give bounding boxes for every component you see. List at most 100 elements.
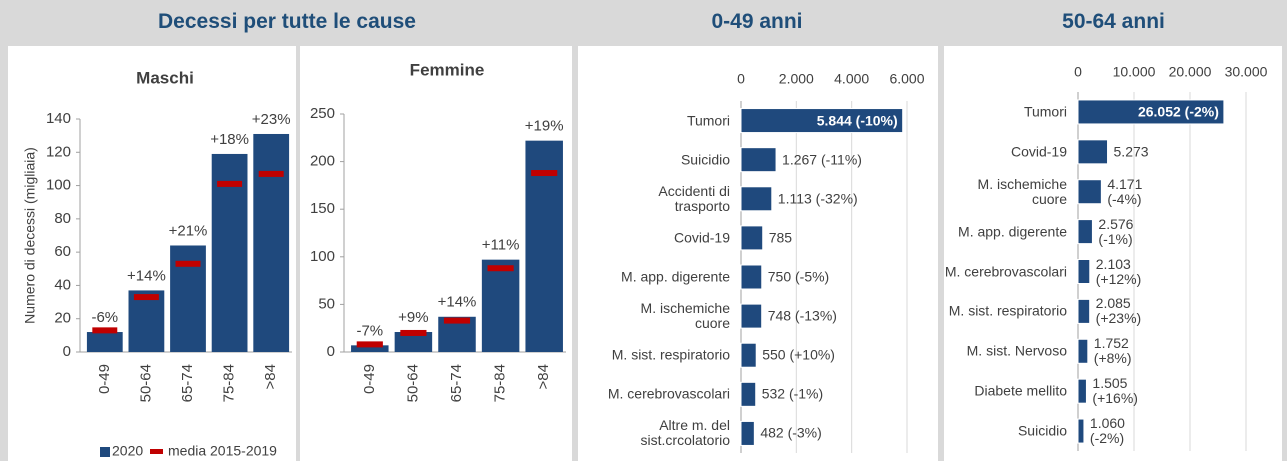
bar-annotation: +14% bbox=[127, 267, 166, 284]
x-tick-label: 65-74 bbox=[179, 364, 196, 402]
bar bbox=[253, 133, 290, 352]
y-tick-label: M. app. digerente bbox=[958, 223, 1067, 240]
x-tick-label: 0 bbox=[737, 71, 745, 87]
legend-label: media 2015-2019 bbox=[168, 443, 277, 459]
y-tick-label: M. cerebrovascolari bbox=[607, 385, 730, 402]
x-tick-label: 30.000 bbox=[1225, 64, 1268, 80]
bar bbox=[740, 264, 763, 290]
bar bbox=[1077, 219, 1093, 245]
bar-annotation: +9% bbox=[398, 309, 428, 326]
bar bbox=[740, 108, 904, 134]
panel bbox=[8, 46, 296, 461]
data-label: 26.052 (-2%) bbox=[1137, 103, 1219, 120]
y-tick-label: 40 bbox=[54, 276, 71, 293]
bar bbox=[1077, 418, 1085, 444]
bar bbox=[740, 303, 763, 329]
average-marker bbox=[175, 260, 201, 267]
data-label: 2.085 (+23%) bbox=[1095, 295, 1142, 327]
y-tick-label: M. ischemiche cuore bbox=[977, 175, 1067, 207]
bar bbox=[1077, 338, 1089, 364]
x-tick-label: 50-64 bbox=[404, 364, 421, 402]
bar bbox=[740, 381, 757, 407]
y-tick-label: Covid-19 bbox=[1010, 143, 1067, 160]
bar bbox=[1077, 378, 1087, 404]
y-tick-label: M. sist. respiratorio bbox=[948, 302, 1067, 319]
data-label: 1.267 (-11%) bbox=[782, 151, 862, 168]
bar bbox=[1077, 179, 1102, 205]
y-tick-label: 100 bbox=[310, 248, 335, 265]
y-tick-label: 20 bbox=[54, 310, 71, 327]
x-tick-label: 65-74 bbox=[448, 364, 465, 402]
y-tick-label: 0 bbox=[63, 343, 71, 360]
y-tick-label: Accidenti di trasporto bbox=[658, 182, 730, 214]
average-marker bbox=[356, 341, 383, 348]
y-tick-label: Diabete mellito bbox=[974, 382, 1067, 399]
bar-annotation: -7% bbox=[356, 322, 383, 339]
y-tick-label: 100 bbox=[46, 177, 71, 194]
bar-annotation: +11% bbox=[482, 237, 520, 254]
data-label: 4.171 (-4%) bbox=[1107, 175, 1143, 207]
x-tick-label: 50-64 bbox=[137, 364, 154, 402]
bar bbox=[128, 290, 165, 352]
data-label: 748 (-13%) bbox=[767, 307, 837, 324]
x-tick-label: >84 bbox=[535, 364, 552, 389]
y-tick-label: Suicidio bbox=[680, 151, 730, 168]
y-tick-label: Tumori bbox=[686, 112, 730, 129]
y-tick-label: M. cerebrovascolari bbox=[944, 263, 1067, 279]
average-marker bbox=[531, 170, 558, 177]
bar bbox=[86, 332, 123, 352]
x-tick-label: 10.000 bbox=[1113, 64, 1156, 80]
y-tick-label: 80 bbox=[54, 210, 71, 227]
y-tick-label: 150 bbox=[310, 200, 335, 217]
bar-annotation: +19% bbox=[525, 118, 564, 135]
data-label: 1.060 (-2%) bbox=[1089, 415, 1125, 447]
y-tick-label: M. sist. respiratorio bbox=[611, 346, 730, 363]
y-tick-label: Suicidio bbox=[1017, 422, 1067, 439]
x-tick-label: 0-49 bbox=[361, 364, 378, 394]
average-marker bbox=[258, 170, 284, 177]
bar bbox=[740, 342, 757, 368]
y-tick-label: Altre m. del sist.crcolatorio bbox=[640, 417, 730, 449]
header-title: 0-49 anni bbox=[711, 10, 803, 33]
x-tick-label: 6.000 bbox=[889, 71, 924, 87]
legend-swatch bbox=[150, 449, 163, 454]
legend-label: 2020 bbox=[112, 443, 143, 459]
bar-annotation: -6% bbox=[91, 309, 118, 326]
bar-annotation: +18% bbox=[210, 131, 249, 148]
x-tick-label: 2.000 bbox=[779, 71, 814, 87]
bar bbox=[740, 186, 773, 212]
x-tick-label: 75-84 bbox=[221, 364, 238, 402]
bar bbox=[1077, 298, 1091, 324]
y-axis-label: Numero di decessi (migliaia) bbox=[22, 147, 38, 324]
x-tick-label: 0 bbox=[1074, 64, 1082, 80]
x-tick-label: 20.000 bbox=[1169, 64, 1212, 80]
legend-swatch bbox=[100, 447, 110, 457]
data-label: 785 bbox=[768, 229, 793, 246]
average-marker bbox=[487, 265, 514, 272]
x-tick-label: 0-49 bbox=[96, 364, 113, 394]
x-tick-label: 75-84 bbox=[492, 364, 509, 402]
chart-title: Femmine bbox=[409, 60, 485, 80]
bar-annotation: +14% bbox=[438, 294, 477, 311]
bar bbox=[740, 420, 755, 446]
data-label: 1.113 (-32%) bbox=[777, 190, 858, 207]
data-label: 2.576 (-1%) bbox=[1098, 215, 1134, 247]
bar bbox=[394, 332, 433, 352]
y-tick-label: 120 bbox=[46, 143, 71, 160]
bar bbox=[1077, 259, 1091, 284]
x-tick-label: 4.000 bbox=[834, 71, 869, 87]
data-label: 2.103 (+12%) bbox=[1095, 255, 1142, 287]
data-label: 550 (+10%) bbox=[762, 346, 835, 363]
data-label: 5.844 (-10%) bbox=[816, 112, 898, 129]
bar bbox=[211, 153, 248, 352]
y-tick-label: 250 bbox=[310, 105, 335, 122]
y-tick-label: M. sist. Nervoso bbox=[966, 342, 1067, 359]
bar bbox=[481, 259, 520, 352]
bar bbox=[1077, 99, 1225, 125]
average-marker bbox=[92, 327, 118, 334]
data-label: 1.505 (+16%) bbox=[1092, 375, 1138, 407]
x-tick-label: >84 bbox=[262, 364, 279, 389]
y-tick-label: M. app. digerente bbox=[621, 268, 730, 285]
average-marker bbox=[217, 180, 243, 187]
